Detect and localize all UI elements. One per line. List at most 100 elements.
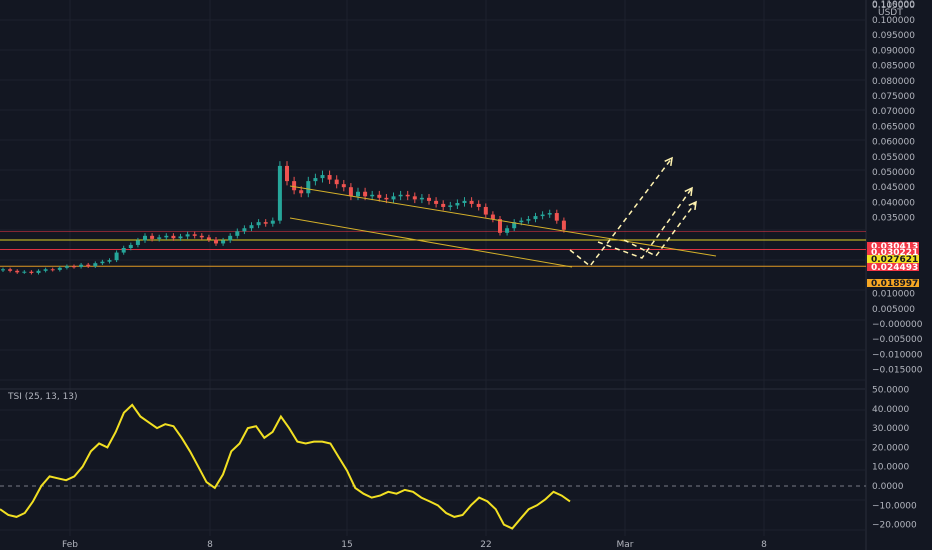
candle-body	[533, 216, 538, 220]
price-tick-label: 0.035000	[872, 214, 915, 224]
candle-body	[434, 200, 439, 204]
projection-arrow	[597, 187, 693, 259]
tsi-tick-label: 0.0000	[872, 482, 904, 492]
price-tick-label: 0.040000	[872, 198, 915, 208]
tsi-tick-label: 30.0000	[872, 424, 909, 434]
candle-body	[370, 194, 375, 197]
candle-body	[128, 244, 133, 248]
projection-arrow	[623, 201, 697, 257]
price-tag-label: 0.030221	[871, 248, 918, 258]
tsi-tick-label: 20.0000	[872, 443, 909, 453]
time-axis-label: 22	[480, 540, 491, 550]
candle-body	[547, 213, 552, 215]
candle-body	[15, 270, 20, 273]
price-tick-label: −0.000000	[872, 320, 923, 330]
candle-body	[476, 203, 481, 207]
candle-body	[150, 235, 155, 239]
channel-lower-line	[289, 217, 573, 268]
chart-grid	[0, 0, 867, 550]
candle-body	[320, 175, 325, 179]
candle-body	[256, 222, 261, 226]
price-tag-label: 0.027621	[871, 255, 918, 265]
candle-body	[263, 222, 268, 224]
candle-body	[356, 191, 360, 197]
candle-body	[483, 206, 488, 215]
tsi-tick-label: 40.0000	[872, 405, 909, 415]
projection-arrow-head	[688, 200, 697, 211]
price-tick-label: 0.095000	[872, 31, 915, 41]
horizontal-price-levels	[0, 231, 866, 267]
tsi-panel	[0, 403, 866, 530]
candle-body	[363, 191, 368, 197]
time-axis-label: Mar	[617, 540, 634, 550]
price-axis-unit: USDT	[878, 8, 903, 18]
candle-body	[114, 252, 119, 261]
price-tick-label: 0.045000	[872, 183, 915, 193]
candle-body	[79, 264, 84, 267]
candle-body	[8, 269, 13, 271]
price-tick-label: −0.005000	[872, 335, 923, 345]
time-axis-label: Feb	[62, 540, 78, 550]
candle-body	[490, 214, 495, 220]
price-tick-label: −0.015000	[872, 366, 923, 376]
candle-body	[72, 266, 76, 268]
candle-body	[512, 222, 517, 229]
candle-body	[285, 165, 289, 182]
tsi-tick-label: −20.0000	[872, 521, 917, 531]
candle-body	[135, 240, 140, 245]
tsi-tick-label: 10.0000	[872, 463, 909, 473]
trend-drawings	[289, 156, 717, 268]
time-axis: Feb 8 15 22 Mar 8	[62, 540, 767, 550]
time-axis-label: 8	[207, 540, 213, 550]
candle-body	[100, 261, 105, 264]
candle-body	[249, 225, 254, 229]
price-tick-label: 0.070000	[872, 107, 915, 117]
price-tag-box	[867, 263, 919, 271]
price-tick-label: 0.075000	[872, 92, 915, 102]
candle-body	[405, 194, 410, 197]
candle-body	[164, 235, 169, 238]
projection-arrow-head	[664, 156, 673, 167]
price-tick-label: 0.050000	[872, 168, 915, 178]
price-axis: 0.110000 USDT 0.105000 0.100000 0.095000 0.…	[872, 0, 923, 376]
candlestick-series	[1, 161, 566, 275]
candle-body	[228, 235, 233, 241]
candle-body	[221, 240, 226, 244]
tsi-tick-label: −10.0000	[872, 501, 917, 511]
candle-body	[36, 270, 41, 273]
candle-body	[93, 263, 98, 267]
candle-body	[121, 248, 126, 253]
candle-body	[270, 220, 275, 224]
candle-body	[391, 196, 396, 200]
candle-body	[171, 235, 176, 239]
candle-body	[469, 200, 474, 204]
candle-body	[377, 194, 382, 198]
candle-body	[455, 203, 460, 206]
price-tick-label: 0.100000	[872, 16, 915, 26]
candle-body	[242, 228, 247, 232]
price-tick-label: 0.085000	[872, 62, 915, 72]
price-tick-label: 0.080000	[872, 77, 915, 87]
tsi-line	[0, 403, 571, 530]
candle-body	[462, 200, 467, 204]
candle-body	[277, 165, 282, 221]
price-tag-box	[867, 242, 919, 250]
candle-body	[57, 267, 62, 270]
candle-body	[206, 237, 211, 240]
candle-body	[86, 264, 91, 267]
candle-body	[192, 234, 197, 236]
price-tick-label: 0.090000	[872, 46, 915, 56]
price-tag-box	[867, 248, 919, 256]
candle-body	[22, 271, 27, 273]
price-tag-box	[867, 279, 919, 287]
candle-body	[107, 260, 112, 262]
candle-body	[299, 190, 304, 194]
price-tick-label: 0.105000	[872, 1, 915, 11]
price-tag-label: 0.024493	[871, 263, 918, 273]
price-axis-top-label: 0.110000	[872, 0, 915, 10]
candle-body	[64, 266, 69, 268]
candle-body	[50, 269, 55, 271]
price-tick-label: 0.060000	[872, 138, 915, 148]
